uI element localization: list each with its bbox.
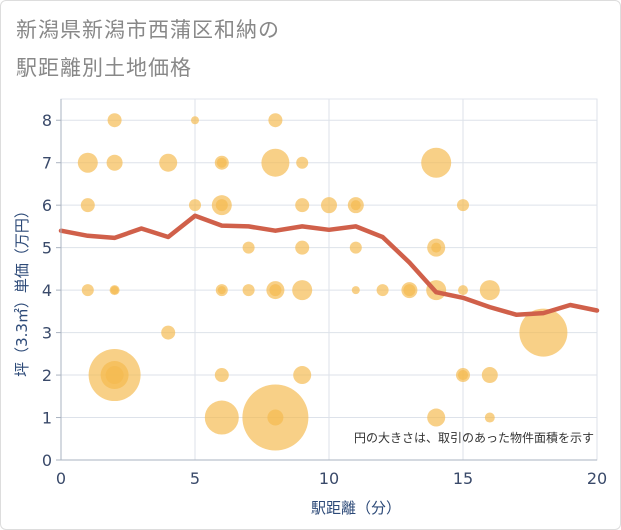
y-tick-label: 4: [42, 281, 52, 300]
y-axis-label: 坪（3.3㎡）単価（万円）: [13, 203, 31, 377]
bubble: [217, 286, 226, 295]
bubble: [295, 240, 310, 255]
bubble: [350, 200, 361, 211]
bubble: [268, 113, 283, 128]
bubble: [479, 280, 500, 301]
bubble: [159, 153, 178, 172]
y-tick-label: 7: [42, 154, 52, 173]
bubble: [80, 198, 95, 213]
trend-line-layer: [58, 213, 600, 318]
bubble: [77, 152, 98, 173]
bubble: [105, 366, 124, 385]
y-tick-label: 5: [42, 239, 52, 258]
bubble: [293, 366, 312, 385]
bubble: [403, 284, 416, 297]
bubble: [458, 285, 468, 296]
y-tick-label: 3: [42, 324, 52, 343]
bubble: [242, 284, 255, 297]
bubble: [292, 280, 313, 301]
chart-title-line2: 駅距離別土地価格: [16, 56, 192, 80]
grid: [60, 98, 598, 461]
x-tick-label: 0: [56, 469, 66, 488]
bubble: [267, 409, 284, 426]
bubble: [81, 284, 94, 297]
y-tick-label: 0: [42, 451, 52, 470]
chart-title-line1: 新潟県新潟市西蒲区和納の: [16, 18, 280, 42]
y-tick-label: 8: [42, 111, 52, 130]
bubble: [110, 286, 119, 295]
bubble: [481, 367, 498, 384]
bubble: [458, 370, 468, 381]
bubble: [161, 325, 176, 340]
bubble: [106, 154, 123, 171]
x-tick-label: 10: [319, 469, 339, 488]
x-axis-label: 駅距離（分）: [311, 499, 401, 517]
bubble: [242, 241, 255, 254]
bubble-size-note: 円の大きさは、取引のあった物件面積を示す: [354, 430, 594, 445]
bubble: [349, 241, 362, 254]
x-tick-label: 20: [587, 469, 607, 488]
bubble: [261, 148, 290, 177]
bubble: [107, 113, 122, 128]
bubble-layer: [77, 113, 568, 451]
bubble: [296, 156, 309, 169]
x-tick-label: 5: [190, 469, 200, 488]
bubble: [269, 284, 282, 297]
bubble: [421, 147, 452, 178]
bubble: [431, 242, 442, 253]
bubble: [321, 197, 337, 214]
bubble: [189, 199, 201, 212]
bubble: [351, 286, 360, 295]
bubble: [484, 412, 495, 423]
bubble: [204, 400, 239, 435]
bubble: [376, 284, 389, 297]
bubble: [427, 408, 446, 427]
bubble: [215, 199, 228, 212]
bubble: [214, 368, 229, 383]
bubble: [457, 199, 469, 212]
y-tick-label: 6: [42, 196, 52, 215]
axes: 0 5 10 15 20 0 1 2 3 4 5 6 7 8: [42, 99, 607, 488]
y-tick-label: 1: [42, 409, 52, 428]
x-tick-label: 15: [453, 469, 473, 488]
bubble: [216, 157, 227, 168]
bubble: [519, 308, 568, 357]
bubble: [191, 116, 199, 125]
trend-line: [58, 213, 600, 318]
bubble: [295, 198, 310, 213]
y-tick-label: 2: [42, 366, 52, 385]
